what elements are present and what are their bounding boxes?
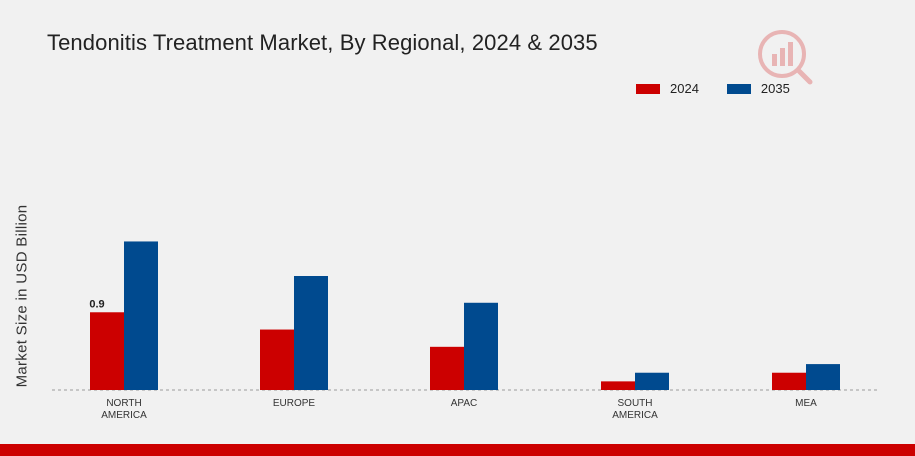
bar-2024-2: [430, 346, 464, 390]
bar-2035-4: [806, 364, 840, 390]
bar-2035-0: [124, 241, 158, 390]
x-tick-label-2-0: APAC: [451, 398, 478, 409]
bar-2024-1: [260, 329, 294, 390]
bottom-accent-bar: [0, 444, 915, 456]
x-tick-label-3-0: SOUTH: [618, 398, 653, 409]
x-tick-label-1-0: EUROPE: [273, 398, 316, 409]
bar-2024-4: [772, 372, 806, 390]
legend-item-2024: 2024: [636, 81, 699, 96]
x-tick-label-0-0: NORTH: [106, 398, 141, 409]
legend-item-2035: 2035: [726, 81, 790, 96]
data-label-0: 0.9: [89, 298, 104, 310]
x-tick-label-3-1: AMERICA: [612, 410, 658, 421]
bar-2035-2: [464, 302, 498, 390]
brand-logo-icon: [758, 30, 813, 85]
bar-2024-3: [601, 381, 635, 390]
bar-2024-0: [90, 312, 124, 390]
x-tick-label-4-0: MEA: [795, 398, 817, 409]
legend-label-2024: 2024: [670, 81, 699, 96]
bar-2035-1: [294, 276, 328, 390]
chart-legend: 2024 2035: [636, 81, 818, 96]
x-tick-label-0-1: AMERICA: [101, 410, 147, 421]
bar-2035-3: [635, 372, 669, 390]
legend-swatch-2035: [726, 83, 751, 94]
legend-label-2035: 2035: [760, 81, 790, 96]
chart-title: Tendonitis Treatment Market, By Regional…: [47, 30, 598, 55]
legend-swatch-2024: [636, 83, 660, 94]
